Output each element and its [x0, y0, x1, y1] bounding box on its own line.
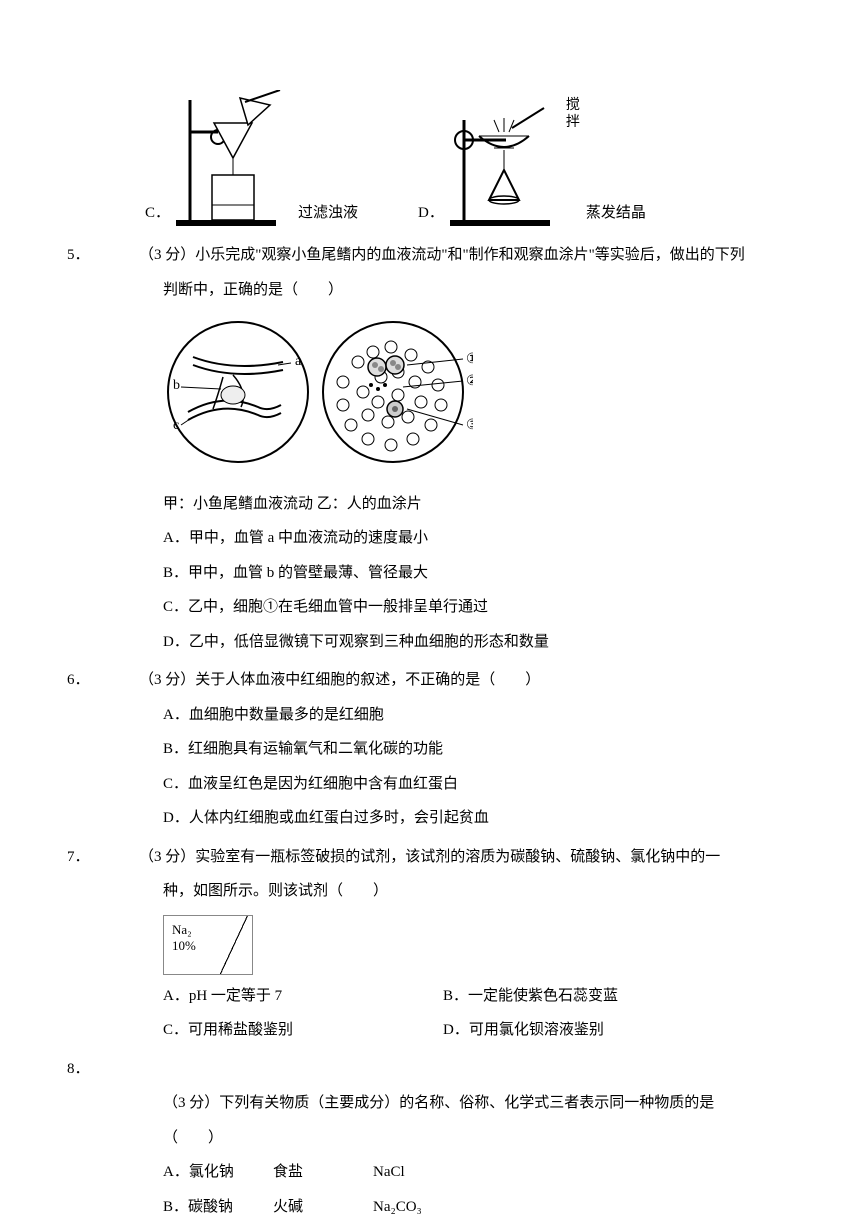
- q5-optD: D．乙中，低倍显微镜下可观察到三种血细胞的形态和数量: [115, 625, 750, 660]
- option-d-text: 蒸发结晶: [586, 196, 646, 231]
- q7-stem-text: （3 分）实验室有一瓶标签破损的试剂，该试剂的溶质为碳酸钠、硫酸钠、氯化钠中的一…: [139, 849, 720, 900]
- q7-optA: A．pH 一定等于 7: [163, 979, 443, 1014]
- q7-optC: C．可用稀盐酸鉴别: [163, 1013, 443, 1048]
- question-8: 8． （3 分）下列有关物质（主要成分）的名称、俗称、化学式三者表示同一种物质的是…: [115, 1052, 750, 1224]
- label-na2: Na₂: [172, 922, 244, 939]
- q7-num: 7．: [115, 840, 139, 875]
- q6-optB: B．红细胞具有运输氧气和二氧化碳的功能: [115, 732, 750, 767]
- broken-label-figure: Na₂ 10%: [163, 915, 253, 975]
- q8-stem: 8． （3 分）下列有关物质（主要成分）的名称、俗称、化学式三者表示同一种物质的是…: [115, 1052, 750, 1156]
- option-cd-row: C． 过滤浊液 D．: [115, 90, 750, 230]
- q7-optAB: A．pH 一定等于 7 B．一定能使紫色石蕊变蓝: [115, 979, 750, 1014]
- q7-optD: D．可用氯化钡溶液鉴别: [443, 1013, 604, 1048]
- evaporation-diagram: 搅拌: [444, 90, 564, 230]
- q6-stem-text: （3 分）关于人体血液中红细胞的叙述，不正确的是（ ）: [139, 672, 540, 688]
- cell-1-label: ①: [466, 352, 473, 367]
- q5-optA: A．甲中，血管 a 中血液流动的速度最小: [115, 521, 750, 556]
- vessel-c-label: c: [173, 418, 179, 433]
- q8-stem-text: （3 分）下列有关物质（主要成分）的名称、俗称、化学式三者表示同一种物质的是（ …: [163, 1095, 714, 1146]
- option-d-letter: D．: [418, 196, 444, 231]
- q8-num: 8．: [115, 1052, 139, 1087]
- q5-optB: B．甲中，血管 b 的管壁最薄、管径最大: [115, 556, 750, 591]
- q8-rowB-common: 火碱: [273, 1190, 373, 1224]
- q5-caption: 甲：小鱼尾鳍血液流动 乙：人的血涂片: [163, 487, 750, 522]
- q5-stem-text: （3 分）小乐完成"观察小鱼尾鳍内的血液流动"和"制作和观察血涂片"等实验后，做…: [139, 247, 745, 298]
- question-6: 6．（3 分）关于人体血液中红细胞的叙述，不正确的是（ ） A．血细胞中数量最多…: [115, 663, 750, 836]
- q6-optC: C．血液呈红色是因为红细胞中含有血红蛋白: [115, 767, 750, 802]
- q6-stem: 6．（3 分）关于人体血液中红细胞的叙述，不正确的是（ ）: [115, 663, 750, 698]
- q8-rowB-name: B．碳酸钠: [163, 1190, 273, 1224]
- option-c-text: 过滤浊液: [298, 196, 358, 231]
- stir-annotation: 搅拌: [566, 98, 582, 132]
- q5-optC: C．乙中，细胞①在毛细血管中一般排呈单行通过: [115, 590, 750, 625]
- cell-2-label: ②: [466, 374, 473, 389]
- blood-diagrams: a b c: [163, 317, 750, 481]
- question-7: 7．（3 分）实验室有一瓶标签破损的试剂，该试剂的溶质为碳酸钠、硫酸钠、氯化钠中…: [115, 840, 750, 1048]
- q6-num: 6．: [115, 663, 139, 698]
- q6-optA: A．血细胞中数量最多的是红细胞: [115, 698, 750, 733]
- q8-rowB: B．碳酸钠 火碱 Na₂CO₃: [115, 1190, 750, 1224]
- q8-rowA-formula: NaCl: [373, 1155, 405, 1190]
- label-10pct: 10%: [172, 938, 244, 955]
- q8-rowA: A．氯化钠 食盐 NaCl: [115, 1155, 750, 1190]
- option-c-letter: C．: [145, 196, 170, 231]
- q7-optCD: C．可用稀盐酸鉴别 D．可用氯化钡溶液鉴别: [115, 1013, 750, 1048]
- q8-rowB-formula: Na₂CO₃: [373, 1190, 422, 1224]
- filter-diagram: [170, 90, 290, 230]
- vessel-a-label: a: [295, 354, 302, 369]
- q8-rowA-name: A．氯化钠: [163, 1155, 273, 1190]
- q5-num: 5．: [115, 238, 139, 273]
- vessel-b-label: b: [173, 378, 180, 393]
- q5-stem: 5．（3 分）小乐完成"观察小鱼尾鳍内的血液流动"和"制作和观察血涂片"等实验后…: [115, 238, 750, 307]
- q8-rowA-common: 食盐: [273, 1155, 373, 1190]
- q7-stem: 7．（3 分）实验室有一瓶标签破损的试剂，该试剂的溶质为碳酸钠、硫酸钠、氯化钠中…: [115, 840, 750, 909]
- q7-optB: B．一定能使紫色石蕊变蓝: [443, 979, 618, 1014]
- q6-optD: D．人体内红细胞或血红蛋白过多时，会引起贫血: [115, 801, 750, 836]
- question-5: 5．（3 分）小乐完成"观察小鱼尾鳍内的血液流动"和"制作和观察血涂片"等实验后…: [115, 238, 750, 659]
- cell-3-label: ③: [466, 418, 473, 433]
